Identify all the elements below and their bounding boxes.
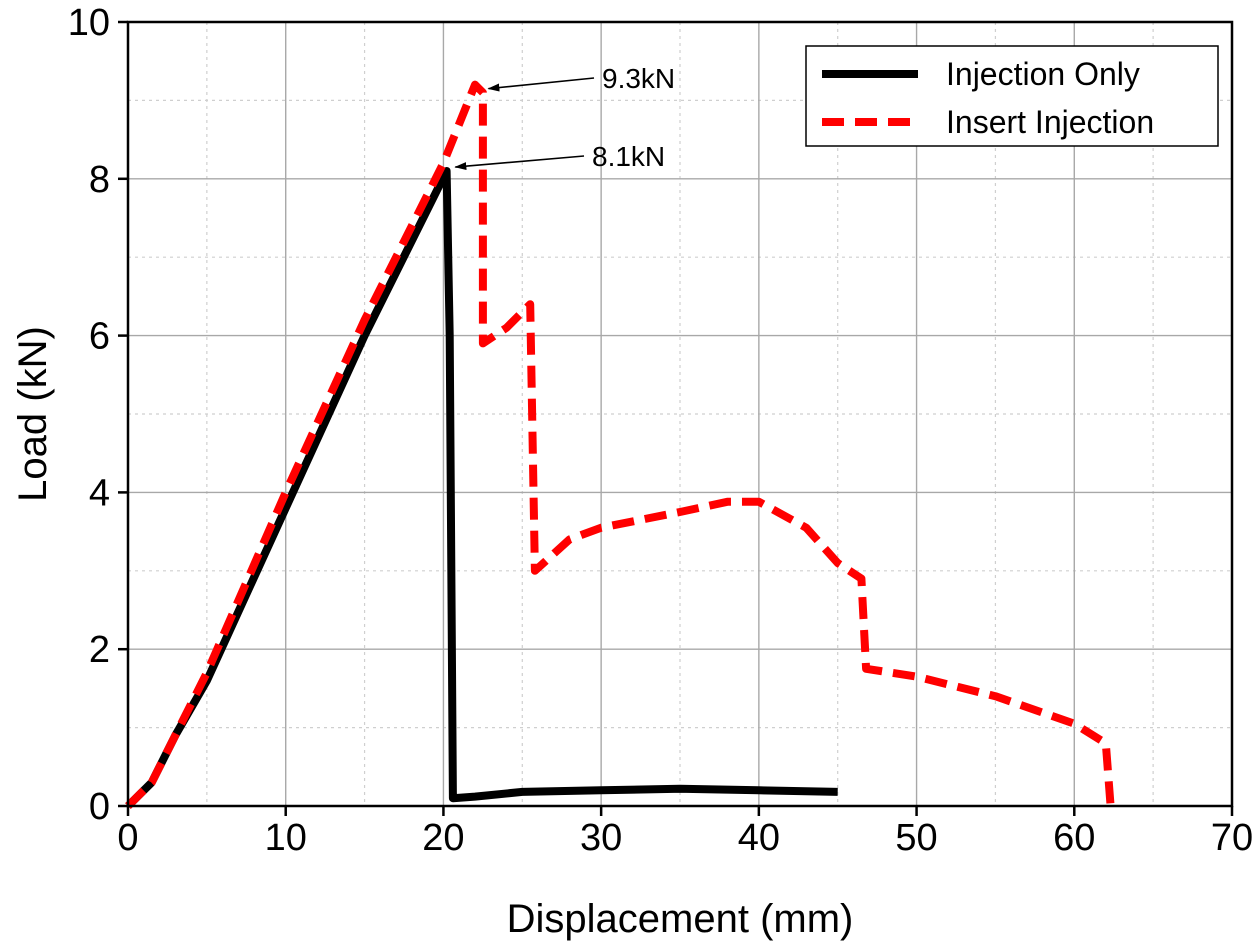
y-tick-labels: 0 2 4 6 8 10 [68, 2, 110, 828]
x-tick-label: 70 [1211, 817, 1253, 859]
legend-label-1: Injection Only [946, 56, 1140, 92]
legend-label-2: Insert Injection [946, 104, 1154, 140]
y-tick-label: 10 [68, 2, 110, 44]
x-tick-label: 10 [265, 817, 307, 859]
x-tick-label: 50 [895, 817, 937, 859]
annotation-label: 8.1kN [592, 141, 665, 172]
axis-ticks [118, 20, 1234, 816]
y-tick-label: 8 [89, 159, 110, 201]
y-tick-label: 4 [89, 472, 110, 514]
x-tick-label: 0 [117, 817, 138, 859]
series-line-1 [125, 167, 838, 809]
x-tick-label: 30 [580, 817, 622, 859]
x-tick-labels: 0 10 20 30 40 50 60 70 [117, 817, 1253, 859]
x-axis-label: Displacement (mm) [507, 897, 854, 941]
annotation-arrow [454, 155, 585, 171]
y-tick-label: 6 [89, 316, 110, 358]
annotation-label: 9.3kN [602, 63, 675, 94]
y-tick-label: 0 [89, 786, 110, 828]
annotation-arrow [487, 77, 595, 92]
y-axis-label: Load (kN) [11, 326, 55, 502]
x-tick-label: 60 [1053, 817, 1095, 859]
series-layer [125, 80, 1119, 810]
y-tick-label: 2 [89, 629, 110, 671]
legend: Injection Only Insert Injection [805, 45, 1219, 147]
peak-annotations: 9.3kN 8.1kN [454, 63, 675, 172]
x-tick-label: 20 [422, 817, 464, 859]
minor-grid [128, 22, 1232, 806]
legend-box [805, 45, 1219, 147]
plot-frame [126, 20, 1234, 808]
x-tick-label: 40 [738, 817, 780, 859]
series-line-2 [125, 80, 1119, 810]
major-grid [128, 22, 1232, 806]
